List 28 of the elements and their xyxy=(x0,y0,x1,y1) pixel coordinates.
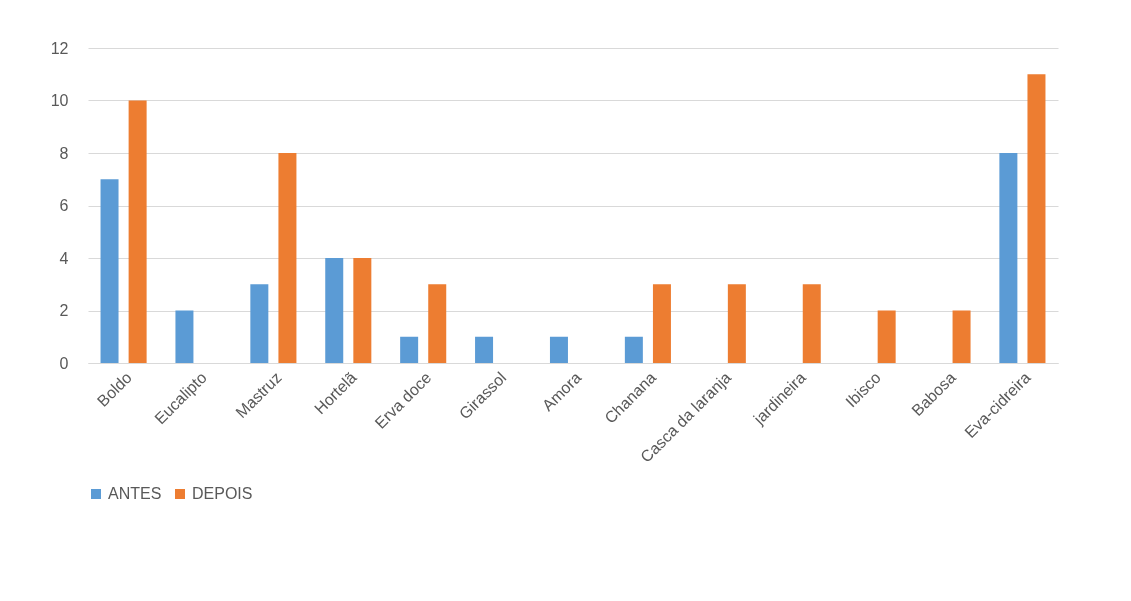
bar xyxy=(128,100,147,363)
bar xyxy=(250,284,269,363)
bar xyxy=(727,284,746,363)
bar xyxy=(100,179,119,363)
y-tick-label: 8 xyxy=(59,144,69,162)
legend-label: DEPOIS xyxy=(192,485,253,502)
y-tick-label: 0 xyxy=(59,354,69,372)
y-tick-label: 2 xyxy=(59,302,69,319)
y-tick-label: 6 xyxy=(59,197,69,214)
bar xyxy=(1027,74,1046,363)
bar xyxy=(877,310,896,363)
bar xyxy=(353,258,372,363)
bar xyxy=(952,310,971,363)
bar xyxy=(325,258,344,363)
bar xyxy=(999,153,1018,363)
bar xyxy=(278,153,297,363)
bar xyxy=(475,336,494,363)
y-tick-label: 12 xyxy=(50,39,69,57)
bar xyxy=(400,336,419,363)
bar xyxy=(428,284,447,363)
bar xyxy=(802,284,821,363)
bar xyxy=(175,310,194,363)
bar xyxy=(624,336,643,363)
y-tick-label: 4 xyxy=(59,249,69,267)
bar xyxy=(549,336,568,363)
legend-label: ANTES xyxy=(108,485,162,502)
bar xyxy=(652,284,671,363)
y-tick-label: 10 xyxy=(50,92,69,109)
